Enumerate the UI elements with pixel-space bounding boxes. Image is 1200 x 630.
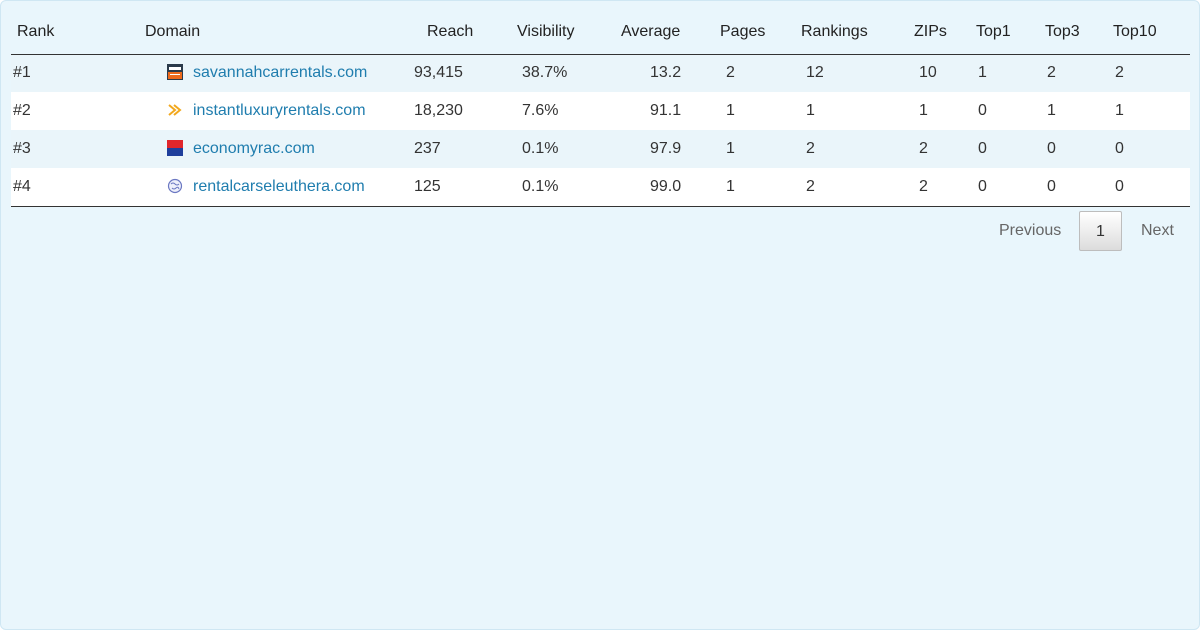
zips-cell: 2 — [919, 140, 928, 157]
column-header-top1[interactable]: Top1 — [971, 11, 1039, 55]
average-cell: 13.2 — [650, 64, 682, 82]
domain-cell: savannahcarrentals.com — [88, 54, 413, 92]
reach-cell: 237 — [414, 140, 441, 157]
average-cell: 91.1 — [650, 102, 682, 119]
zips-cell: 2 — [909, 168, 971, 207]
rankings-cell: 12 — [806, 64, 824, 82]
rankings-cell: 2 — [806, 140, 815, 157]
column-header-rank[interactable]: Rank — [11, 11, 88, 55]
visibility-cell: 0.1% — [510, 168, 615, 207]
domain-link[interactable]: instantluxuryrentals.com — [193, 102, 366, 119]
visibility-cell: 38.7% — [522, 64, 568, 82]
column-header-zips[interactable]: ZIPs — [909, 11, 971, 55]
rank-cell: #4 — [11, 168, 88, 207]
top1-cell: 0 — [971, 168, 1039, 207]
reach-cell: 18,230 — [414, 102, 463, 119]
table-row: #1 savannahcarrentals.com 93,415 38.7% 1… — [11, 54, 1190, 92]
visibility-cell: 7.6% — [522, 102, 559, 119]
pages-cell: 2 — [726, 64, 735, 82]
top3-cell: 0 — [1039, 168, 1107, 207]
domain-link[interactable]: economyrac.com — [193, 140, 315, 157]
pages-cell: 1 — [717, 168, 799, 207]
visibility-cell: 0.1% — [522, 140, 559, 157]
reach-cell: 125 — [413, 168, 510, 207]
top10-cell: 2 — [1115, 64, 1124, 82]
zips-cell: 1 — [919, 102, 928, 119]
top10-cell: 1 — [1115, 102, 1124, 119]
table-row: #4 rentalcarseleuthera.com 125 0.1% 99.0… — [11, 168, 1190, 207]
column-header-top10[interactable]: Top10 — [1107, 11, 1190, 55]
top10-cell: 0 — [1107, 168, 1190, 207]
reach-cell: 93,415 — [414, 64, 463, 82]
top10-cell: 0 — [1115, 140, 1124, 157]
average-cell: 99.0 — [615, 168, 717, 207]
site-favicon-icon — [167, 64, 183, 81]
top1-cell: 1 — [978, 64, 987, 82]
globe-icon — [167, 178, 183, 193]
column-header-average[interactable]: Average — [615, 11, 717, 55]
domain-cell: rentalcarseleuthera.com — [88, 168, 413, 207]
previous-page-button[interactable]: Previous — [999, 222, 1062, 239]
table-row: #2 instantluxuryrentals.com 18,230 7.6% … — [11, 92, 1190, 130]
column-header-visibility[interactable]: Visibility — [510, 11, 615, 55]
rankings-cell: 1 — [806, 102, 815, 119]
table-row: #3 economyrac.com 237 0.1% 97.9 1 2 2 0 … — [11, 130, 1190, 168]
next-page-button[interactable]: Next — [1141, 222, 1174, 239]
pages-cell: 1 — [726, 102, 735, 119]
column-header-top3[interactable]: Top3 — [1039, 11, 1107, 55]
domain-cell: instantluxuryrentals.com — [88, 92, 413, 130]
rank-cell: #3 — [13, 140, 31, 157]
rankings-cell: 2 — [799, 168, 909, 207]
zips-cell: 10 — [919, 64, 937, 82]
double-chevron-icon — [168, 104, 182, 116]
domain-link[interactable]: rentalcarseleuthera.com — [193, 177, 365, 195]
top3-cell: 1 — [1047, 102, 1056, 119]
top3-cell: 2 — [1047, 64, 1056, 82]
column-header-rankings[interactable]: Rankings — [799, 11, 909, 55]
rank-cell: #1 — [13, 64, 31, 82]
top1-cell: 0 — [978, 102, 987, 119]
current-page-button[interactable]: 1 — [1079, 211, 1122, 251]
pages-cell: 1 — [726, 140, 735, 157]
top3-cell: 0 — [1047, 140, 1056, 157]
domain-cell: economyrac.com — [88, 130, 413, 168]
top1-cell: 0 — [978, 140, 987, 157]
table-body: #1 savannahcarrentals.com 93,415 38.7% 1… — [11, 54, 1190, 207]
column-header-pages[interactable]: Pages — [717, 11, 799, 55]
rank-cell: #2 — [13, 102, 31, 119]
rankings-table: Rank Domain Reach Visibility Average Pag… — [11, 11, 1190, 207]
pagination: Previous 1 Next — [1, 211, 1200, 251]
table-header: Rank Domain Reach Visibility Average Pag… — [11, 11, 1190, 55]
column-header-reach[interactable]: Reach — [413, 11, 510, 55]
column-header-domain[interactable]: Domain — [88, 11, 413, 55]
red-blue-flag-icon — [167, 140, 183, 156]
domain-link[interactable]: savannahcarrentals.com — [193, 64, 368, 82]
average-cell: 97.9 — [650, 140, 682, 157]
